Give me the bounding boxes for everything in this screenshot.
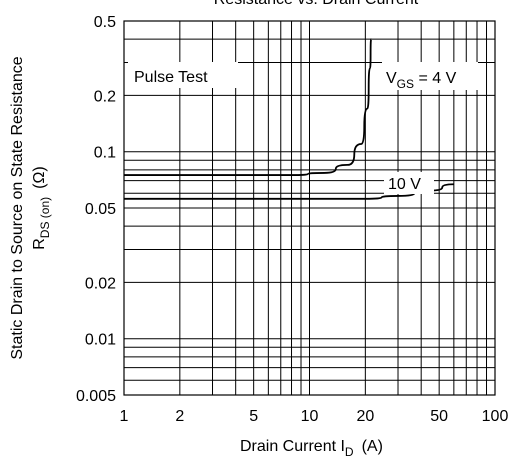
y-tick-label: 0.02	[85, 275, 116, 292]
y-tick-label: 0.2	[94, 88, 116, 105]
y-axis-label: Static Drain to Source on State Resistan…	[9, 56, 52, 359]
series-label-10v: 10 V	[388, 176, 421, 193]
pulse-test-annotation: Pulse Test	[134, 69, 208, 86]
x-tick-label: 100	[482, 408, 509, 425]
x-tick-label: 10	[301, 408, 319, 425]
x-tick-label: 1	[120, 408, 129, 425]
x-tick-label: 20	[356, 408, 374, 425]
series-label-vgs-background	[382, 62, 478, 90]
series-line-0	[124, 38, 373, 176]
annotation-background	[128, 62, 238, 88]
series-label-vgs: VGS = 4 V	[386, 70, 457, 91]
x-tick-label: 2	[175, 408, 184, 425]
chart-title: Resistance vs. Drain Current	[214, 0, 419, 8]
y-axis-label-line2: RDS (on)(Ω)	[31, 166, 52, 250]
y-tick-labels: 0.005 0.01 0.02 0.05 0.1 0.2 0.5	[76, 14, 116, 405]
series-line-1	[123, 183, 454, 200]
series-label-10v-background	[384, 172, 434, 194]
x-axis-label: Drain Current ID (A)	[240, 438, 383, 459]
x-tick-labels: 1 2 5 10 20 50 100	[120, 408, 509, 425]
x-tick-label: 50	[430, 408, 448, 425]
y-tick-label: 0.01	[85, 332, 116, 349]
y-tick-label: 0.005	[76, 388, 116, 405]
plot-frame	[123, 20, 496, 396]
y-axis-label-line1: Static Drain to Source on State Resistan…	[9, 56, 26, 359]
y-tick-label: 0.5	[94, 14, 116, 31]
series	[123, 38, 454, 200]
x-tick-label: 5	[249, 408, 258, 425]
y-tick-label: 0.05	[85, 201, 116, 218]
y-tick-label: 0.1	[94, 145, 116, 162]
